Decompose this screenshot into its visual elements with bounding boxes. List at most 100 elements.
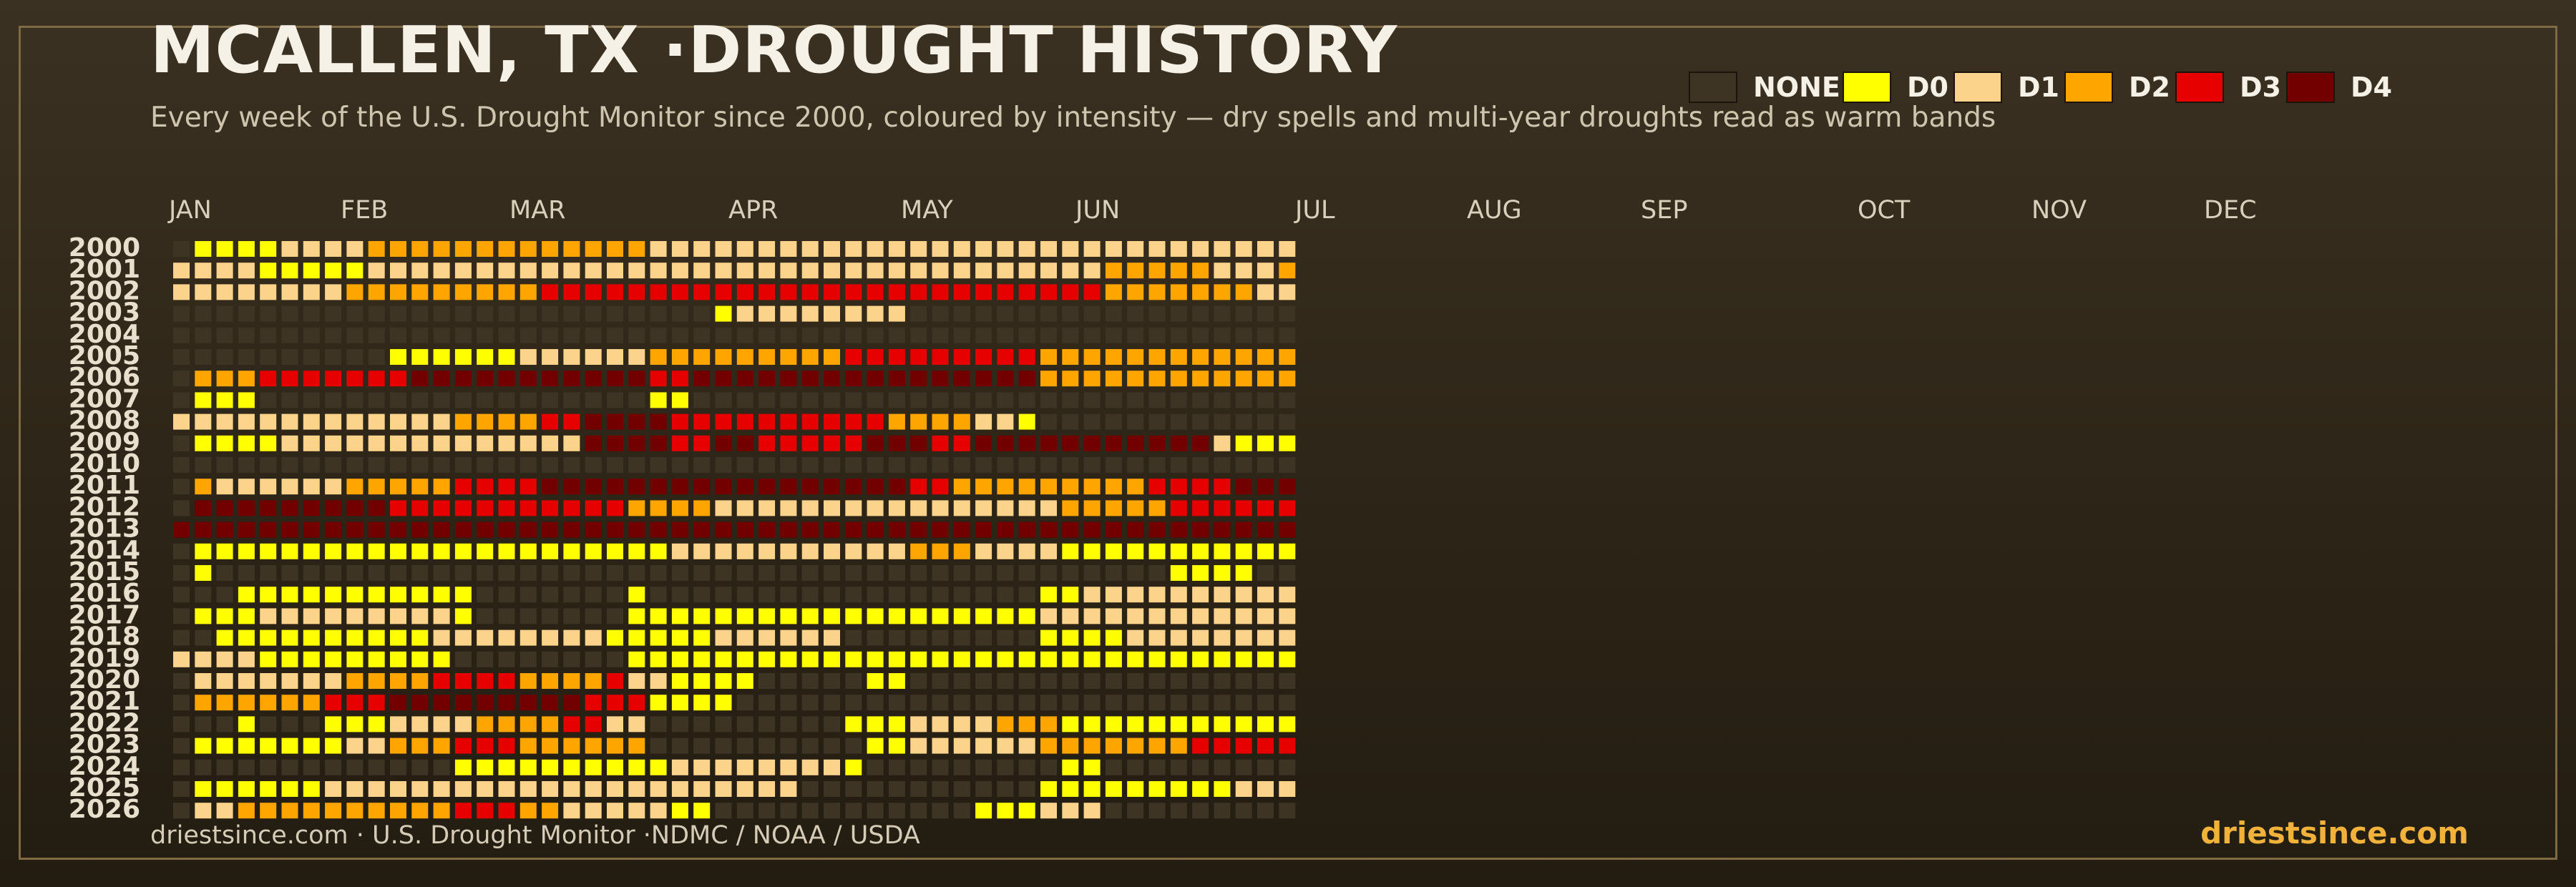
- week-cell: [390, 305, 406, 322]
- week-cell: [1040, 716, 1057, 732]
- week-cell: [1257, 781, 1274, 797]
- week-cell: [368, 305, 385, 322]
- week-cell: [910, 479, 927, 495]
- week-cell: [650, 327, 667, 343]
- week-cell: [650, 716, 667, 732]
- week-cell: [585, 284, 602, 300]
- week-cell: [390, 241, 406, 257]
- week-cell: [888, 781, 905, 797]
- week-cell: [477, 565, 494, 581]
- week-cell: [845, 349, 862, 365]
- week-cell: [325, 435, 342, 451]
- week-cell: [628, 500, 645, 516]
- week-cell: [281, 241, 298, 257]
- week-cell: [303, 716, 320, 732]
- week-cell: [433, 457, 450, 473]
- week-cell: [260, 392, 277, 408]
- week-cell: [1257, 759, 1274, 775]
- week-cell: [281, 457, 298, 473]
- week-cell: [563, 327, 580, 343]
- week-cell: [325, 587, 342, 603]
- month-label-dec: DEC: [2204, 196, 2257, 225]
- week-cell: [780, 263, 797, 279]
- week-cell: [975, 716, 992, 732]
- week-cell: [1235, 759, 1252, 775]
- week-cell: [260, 349, 277, 365]
- week-cell: [563, 651, 580, 667]
- week-cell: [477, 371, 494, 387]
- legend-swatch-d1: [1953, 72, 2002, 103]
- week-cell: [1018, 413, 1035, 430]
- week-cell: [1148, 413, 1166, 430]
- week-cell: [1235, 651, 1252, 667]
- week-cell: [1214, 392, 1231, 408]
- week-cell: [867, 543, 884, 559]
- week-cell: [1127, 349, 1144, 365]
- week-cell: [997, 737, 1014, 754]
- week-cell: [736, 284, 753, 300]
- week-cell: [1018, 695, 1035, 711]
- week-cell: [975, 500, 992, 516]
- week-cell: [758, 673, 776, 689]
- week-cell: [1062, 673, 1079, 689]
- week-cell: [910, 608, 927, 624]
- week-cell: [1192, 695, 1209, 711]
- week-cell: [260, 371, 277, 387]
- week-cell: [801, 695, 819, 711]
- week-cell: [303, 651, 320, 667]
- week-cell: [671, 521, 688, 538]
- week-cell: [1214, 263, 1231, 279]
- week-cell: [390, 327, 406, 343]
- week-cell: [454, 479, 472, 495]
- week-cell: [454, 587, 472, 603]
- week-cell: [1148, 305, 1166, 322]
- week-cell: [216, 651, 233, 667]
- week-cell: [411, 435, 429, 451]
- week-cell: [346, 521, 364, 538]
- week-cell: [628, 305, 645, 322]
- week-cell: [1235, 241, 1252, 257]
- week-cell: [628, 349, 645, 365]
- week-cell: [607, 435, 623, 451]
- week-cell: [715, 608, 732, 624]
- week-cell: [563, 371, 580, 387]
- site-brand[interactable]: driestsince.com: [2200, 815, 2469, 851]
- week-cell: [519, 803, 537, 819]
- week-cell: [997, 371, 1014, 387]
- week-cell: [368, 565, 385, 581]
- week-cell: [975, 543, 992, 559]
- week-cell: [1105, 695, 1122, 711]
- week-cell: [1170, 629, 1187, 646]
- week-cell: [173, 737, 190, 754]
- week-cell: [736, 716, 753, 732]
- week-cell: [1062, 543, 1079, 559]
- week-cell: [671, 673, 688, 689]
- week-cell: [281, 565, 298, 581]
- week-cell: [563, 457, 580, 473]
- week-cell: [628, 263, 645, 279]
- month-label-feb: FEB: [341, 196, 388, 225]
- week-cell: [1170, 737, 1187, 754]
- week-cell: [824, 479, 840, 495]
- week-cell: [1083, 479, 1101, 495]
- week-cell: [932, 543, 949, 559]
- week-cell: [216, 587, 233, 603]
- week-cell: [628, 737, 645, 754]
- week-cell: [801, 479, 819, 495]
- week-cell: [650, 371, 667, 387]
- week-cell: [368, 608, 385, 624]
- week-cell: [542, 521, 559, 538]
- week-cell: [1235, 284, 1252, 300]
- week-cell: [390, 543, 406, 559]
- week-cell: [1170, 263, 1187, 279]
- week-cell: [281, 263, 298, 279]
- year-row-2018: [173, 629, 1296, 646]
- week-cell: [650, 284, 667, 300]
- week-cell: [195, 349, 212, 365]
- week-cell: [238, 781, 255, 797]
- week-cell: [411, 629, 429, 646]
- week-cell: [671, 435, 688, 451]
- week-cell: [888, 803, 905, 819]
- week-cell: [888, 587, 905, 603]
- week-cell: [1018, 803, 1035, 819]
